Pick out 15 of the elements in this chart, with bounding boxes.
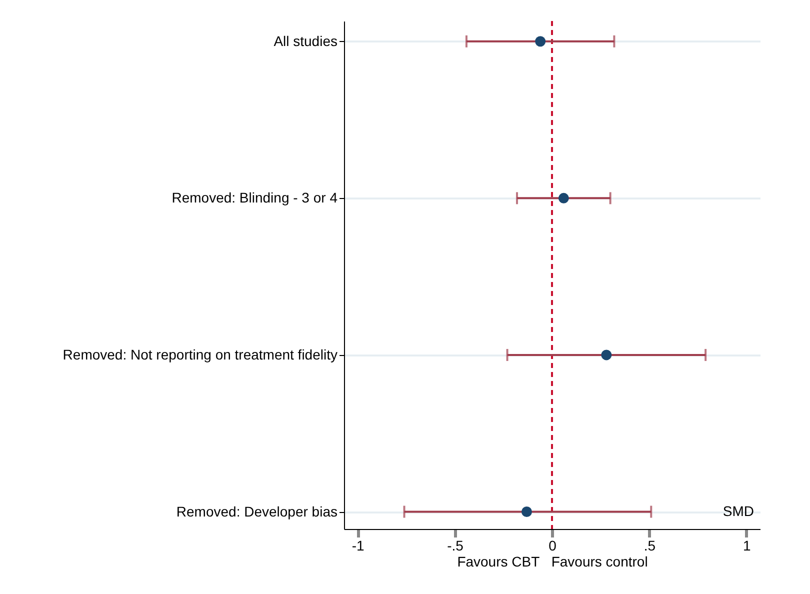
point bbox=[558, 192, 569, 204]
point bbox=[521, 506, 532, 517]
point bbox=[601, 350, 612, 360]
x-tick-label: -1 bbox=[352, 538, 365, 554]
x-axis-title: Favours CBT Favours control bbox=[457, 554, 648, 570]
y-tick-label: All studies bbox=[274, 32, 338, 49]
x-tick-label: -.5 bbox=[447, 538, 464, 554]
x-tick-label: 1 bbox=[742, 538, 751, 554]
y-tick-label: Removed: Blinding - 3 or 4 bbox=[172, 190, 338, 206]
point bbox=[535, 36, 546, 47]
x-tick-label: 0 bbox=[548, 538, 557, 554]
annotation: SMD bbox=[722, 503, 754, 519]
x-tick-label: .5 bbox=[644, 538, 656, 554]
y-tick-label: Removed: Developer bias bbox=[176, 503, 338, 520]
y-tick-label: Removed: Not reporting on treatment fidelity bbox=[62, 346, 338, 362]
